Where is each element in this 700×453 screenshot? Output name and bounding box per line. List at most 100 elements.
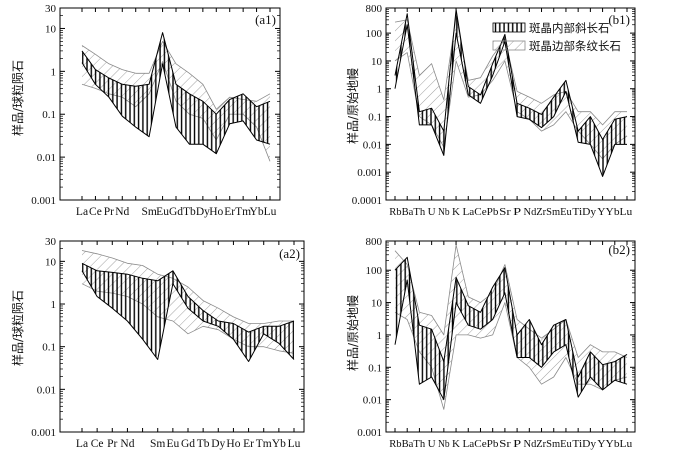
xtick-label: Ho bbox=[226, 438, 240, 450]
ytick-label: 10 bbox=[45, 23, 57, 35]
panel-b2-label: (b2) bbox=[608, 242, 630, 257]
xtick-label: Tm bbox=[256, 438, 272, 450]
ytick-label: 0.1 bbox=[368, 362, 382, 374]
xtick-label: K bbox=[452, 206, 460, 218]
xtick-label: Tb bbox=[183, 206, 196, 218]
xtick-label: Er bbox=[224, 206, 235, 218]
ytick-label: 30 bbox=[45, 236, 57, 248]
xtick-label: Eu bbox=[166, 438, 179, 450]
xtick-label: Nd bbox=[115, 206, 129, 218]
xtick-label: LaCePb bbox=[462, 438, 499, 450]
ytick-label: 0.01 bbox=[363, 139, 382, 151]
xtick-label: Sr bbox=[499, 438, 511, 450]
panel-a2-band-interior bbox=[82, 263, 294, 362]
ytick-label: 0.001 bbox=[357, 167, 382, 179]
ytick-label: 0.001 bbox=[31, 427, 56, 439]
xtick-label: Pr bbox=[104, 206, 114, 218]
xtick-label: Yb bbox=[272, 438, 286, 450]
ytick-label: 100 bbox=[366, 265, 383, 277]
panel-b1-line-interior-upper bbox=[394, 9, 628, 140]
xtick-label: Tm bbox=[235, 206, 251, 218]
panel-a2-ytick-labels: 0.001 0.01 0.1 1 10 30 bbox=[31, 236, 56, 439]
panel-b1: 样品/原始地幔 0.0001 0.001 0.01 0.1 1 10 100 800 RbBa… bbox=[345, 3, 636, 218]
ytick-label: 10 bbox=[45, 256, 57, 268]
panel-b1-label: (b1) bbox=[608, 12, 630, 27]
panel-b1-frame bbox=[385, 7, 636, 201]
panel-b2-plot bbox=[385, 240, 636, 433]
panel-a2-line-interior-upper bbox=[81, 262, 295, 333]
xtick-label: Nb bbox=[438, 206, 450, 218]
ytick-label: 0.0001 bbox=[352, 195, 382, 207]
ytick-label: 0.01 bbox=[363, 395, 382, 407]
panel-a2-frame bbox=[59, 240, 305, 433]
xtick-label: NdZrSmEu bbox=[524, 438, 573, 450]
panel-a1-plot bbox=[59, 7, 281, 201]
panel-a1-band-interior bbox=[82, 32, 270, 154]
xtick-label: Pr bbox=[107, 438, 117, 450]
panel-b2-line-interior-upper bbox=[394, 256, 628, 378]
panel-b1-ytick-labels: 0.0001 0.001 0.01 0.1 1 10 100 800 bbox=[352, 3, 383, 207]
legend-label-rim-perthite: 斑晶边部条纹长石 bbox=[529, 39, 621, 53]
panel-b2: 样品/原始地幔 0.001 0.01 0.1 1 10 100 800 RbBaTh U Nb K… bbox=[345, 236, 636, 450]
xtick-label: P bbox=[513, 206, 521, 218]
panel-b1-band-interior bbox=[395, 9, 627, 177]
panel-a2-plot bbox=[59, 240, 305, 433]
xtick-label: Gd bbox=[169, 206, 183, 218]
ytick-label: 100 bbox=[366, 28, 383, 40]
xtick-label: Dy bbox=[196, 206, 210, 218]
panel-a1-line-interior-upper bbox=[81, 32, 271, 115]
xtick-label: Sm bbox=[150, 438, 165, 450]
panel-b2-xtick-labels: RbBaTh U Nb K LaCePb Sr P NdZrSmEu TiDy YYbLu bbox=[389, 438, 633, 450]
panel-a2-label: (a2) bbox=[279, 246, 300, 261]
xtick-label: Yb bbox=[250, 206, 264, 218]
ytick-label: 0.1 bbox=[42, 342, 56, 354]
xtick-label: YYbLu bbox=[597, 206, 633, 218]
panel-b2-ylabel: 样品/原始地幔 bbox=[345, 295, 360, 371]
ytick-label: 800 bbox=[366, 236, 383, 248]
panel-a1-line-interior-lower bbox=[81, 62, 271, 155]
panel-b2-line-rim-upper bbox=[394, 244, 628, 358]
xtick-label: Sr bbox=[499, 206, 511, 218]
xtick-label: Ce bbox=[91, 438, 104, 450]
panel-a1-ytick-labels: 0.001 0.01 0.1 1 10 30 bbox=[31, 3, 56, 207]
xtick-label: TiDy bbox=[572, 206, 596, 218]
xtick-label: Sm bbox=[141, 206, 156, 218]
panel-b1-plot bbox=[385, 7, 636, 201]
xtick-label: Ce bbox=[89, 206, 102, 218]
ytick-label: 30 bbox=[45, 3, 57, 15]
panel-b2-line-interior-lower bbox=[394, 279, 628, 401]
xtick-label: Nb bbox=[438, 438, 450, 450]
panel-b1-ylabel: 样品/原始地幔 bbox=[345, 68, 360, 144]
xtick-label: U bbox=[428, 206, 436, 218]
legend: 斑晶内部斜长石 斑晶边部条纹长石 bbox=[492, 21, 621, 53]
legend-swatch-vertical-hatch bbox=[492, 22, 526, 33]
xtick-label: Eu bbox=[156, 206, 169, 218]
ytick-label: 0.01 bbox=[37, 152, 56, 164]
ytick-label: 1 bbox=[51, 66, 57, 78]
ytick-label: 1 bbox=[51, 299, 57, 311]
xtick-label: U bbox=[428, 438, 436, 450]
ytick-label: 800 bbox=[366, 3, 383, 15]
xtick-label: Tb bbox=[197, 438, 210, 450]
xtick-label: YYbLu bbox=[597, 438, 633, 450]
ytick-label: 1 bbox=[377, 84, 383, 96]
panel-a1-label: (a1) bbox=[255, 12, 276, 27]
ytick-label: 0.01 bbox=[37, 384, 56, 396]
xtick-label: RbBaTh bbox=[389, 206, 425, 218]
ytick-label: 0.001 bbox=[31, 195, 56, 207]
panel-b1-xtick-labels: RbBaTh U Nb K LaCePb Sr P NdZrSmEu TiDy YYbLu bbox=[389, 206, 633, 218]
panel-a2-ylabel: 样品/球粒陨石 bbox=[10, 290, 25, 366]
panel-b1-line-rim-upper bbox=[394, 15, 627, 126]
xtick-label: Nd bbox=[120, 438, 134, 450]
ytick-label: 0.001 bbox=[357, 427, 382, 439]
xtick-label: Gd bbox=[181, 438, 195, 450]
panel-a1-frame bbox=[59, 7, 281, 201]
panel-a2-line-rim-upper bbox=[81, 250, 294, 324]
panel-b1-line-interior-lower bbox=[394, 24, 627, 177]
ytick-label: 10 bbox=[371, 56, 383, 68]
ytick-label: 0.1 bbox=[368, 112, 382, 124]
xtick-label: NdZrSmEu bbox=[524, 206, 573, 218]
legend-swatch-diagonal-hatch bbox=[492, 40, 526, 51]
